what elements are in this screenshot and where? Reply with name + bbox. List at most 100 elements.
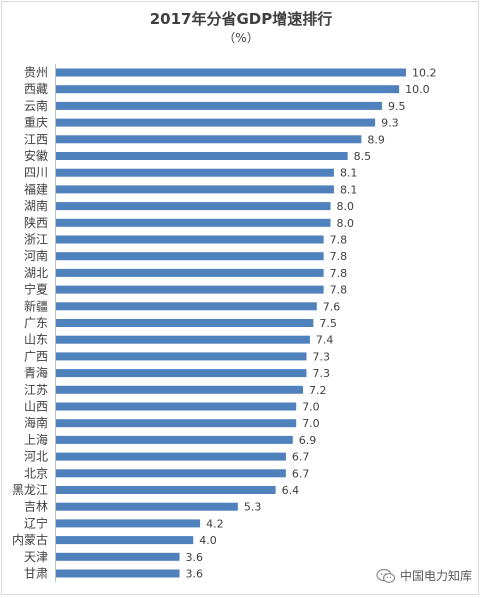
bar bbox=[56, 268, 324, 277]
bar bbox=[56, 385, 304, 394]
category-label: 广东 bbox=[24, 316, 48, 330]
category-label: 辽宁 bbox=[24, 515, 48, 530]
value-label: 10.2 bbox=[412, 67, 437, 80]
category-label: 贵州 bbox=[24, 66, 48, 80]
value-label: 8.0 bbox=[337, 200, 355, 213]
value-label: 7.6 bbox=[323, 300, 341, 313]
watermark-text: 中国电力知库 bbox=[399, 569, 472, 583]
value-label: 3.6 bbox=[186, 551, 204, 564]
bar bbox=[56, 202, 331, 211]
value-label: 6.7 bbox=[292, 467, 310, 480]
category-label: 湖北 bbox=[24, 265, 48, 280]
value-label: 7.2 bbox=[309, 384, 327, 397]
chart-subtitle: （%） bbox=[223, 31, 259, 45]
value-label: 6.4 bbox=[282, 484, 300, 497]
bar bbox=[56, 252, 324, 261]
category-label: 天津 bbox=[24, 550, 48, 564]
bar bbox=[56, 319, 314, 327]
value-label: 7.4 bbox=[316, 334, 334, 347]
bar bbox=[56, 302, 317, 311]
chart-title: 2017年分省GDP增速排行 bbox=[149, 10, 333, 28]
value-label: 7.3 bbox=[312, 367, 330, 380]
bar bbox=[56, 452, 286, 461]
value-label: 3.6 bbox=[186, 568, 204, 581]
bar bbox=[56, 85, 400, 94]
value-label: 7.8 bbox=[330, 284, 348, 297]
category-label: 甘肃 bbox=[24, 567, 48, 581]
value-label: 8.9 bbox=[367, 133, 385, 146]
value-label: 7.8 bbox=[330, 250, 348, 263]
category-label: 四川 bbox=[24, 166, 48, 180]
category-label: 云南 bbox=[24, 98, 48, 113]
bar bbox=[56, 469, 286, 478]
category-label: 江西 bbox=[24, 132, 48, 146]
value-label: 7.3 bbox=[312, 350, 330, 363]
value-label: 7.8 bbox=[330, 267, 348, 280]
bar bbox=[56, 502, 238, 511]
category-label: 陕西 bbox=[24, 215, 48, 230]
category-label: 浙江 bbox=[24, 233, 48, 247]
bar bbox=[56, 285, 324, 294]
value-label: 8.1 bbox=[340, 167, 358, 180]
bar bbox=[56, 185, 334, 194]
category-label: 上海 bbox=[24, 432, 48, 447]
bar bbox=[56, 552, 180, 561]
category-label: 安徽 bbox=[24, 148, 48, 163]
value-label: 10.0 bbox=[405, 83, 430, 96]
category-label: 江苏 bbox=[24, 383, 48, 397]
watermark: 中国电力知库 bbox=[376, 567, 472, 584]
category-label: 山东 bbox=[24, 333, 48, 347]
bar bbox=[56, 536, 194, 545]
bar bbox=[56, 118, 376, 127]
bar bbox=[56, 168, 334, 177]
bar bbox=[56, 218, 331, 227]
value-label: 8.1 bbox=[340, 183, 358, 196]
bar bbox=[56, 435, 293, 444]
value-label: 6.9 bbox=[299, 434, 317, 447]
category-label: 新疆 bbox=[24, 298, 48, 313]
value-label: 7.8 bbox=[330, 234, 348, 247]
category-label: 福建 bbox=[24, 181, 48, 196]
bar bbox=[56, 101, 382, 110]
bar bbox=[56, 369, 307, 378]
bar bbox=[56, 352, 307, 361]
category-label: 河北 bbox=[24, 450, 48, 464]
bar bbox=[56, 68, 406, 77]
value-label: 7.5 bbox=[319, 317, 337, 330]
bar bbox=[56, 335, 310, 344]
bar bbox=[56, 135, 362, 144]
category-label: 重庆 bbox=[24, 116, 48, 130]
value-label: 9.5 bbox=[388, 100, 406, 113]
value-label: 7.0 bbox=[302, 401, 320, 414]
category-label: 河南 bbox=[24, 248, 48, 263]
bar bbox=[56, 402, 297, 411]
category-label: 湖南 bbox=[24, 198, 48, 213]
category-label: 北京 bbox=[24, 466, 48, 480]
bar bbox=[56, 419, 297, 428]
bar bbox=[56, 235, 324, 244]
value-label: 7.0 bbox=[302, 417, 320, 430]
bar bbox=[56, 486, 276, 494]
category-label: 海南 bbox=[24, 415, 48, 430]
category-label: 广西 bbox=[24, 349, 48, 363]
value-label: 8.5 bbox=[354, 150, 372, 163]
category-label: 宁夏 bbox=[24, 282, 48, 297]
wechat-icon bbox=[376, 568, 396, 583]
category-label: 吉林 bbox=[24, 500, 48, 514]
bar bbox=[56, 569, 180, 578]
category-label: 黑龙江 bbox=[12, 483, 48, 497]
category-label: 山西 bbox=[24, 400, 48, 414]
value-label: 8.0 bbox=[337, 217, 355, 230]
value-label: 6.7 bbox=[292, 451, 310, 464]
bar bbox=[56, 152, 348, 160]
category-label: 内蒙古 bbox=[12, 532, 48, 547]
value-label: 5.3 bbox=[244, 501, 261, 514]
category-label: 西藏 bbox=[24, 82, 48, 96]
value-label: 4.0 bbox=[199, 534, 217, 547]
bar bbox=[56, 519, 201, 528]
value-label: 9.3 bbox=[381, 117, 399, 130]
category-label: 青海 bbox=[24, 365, 48, 380]
value-label: 4.2 bbox=[206, 517, 224, 530]
